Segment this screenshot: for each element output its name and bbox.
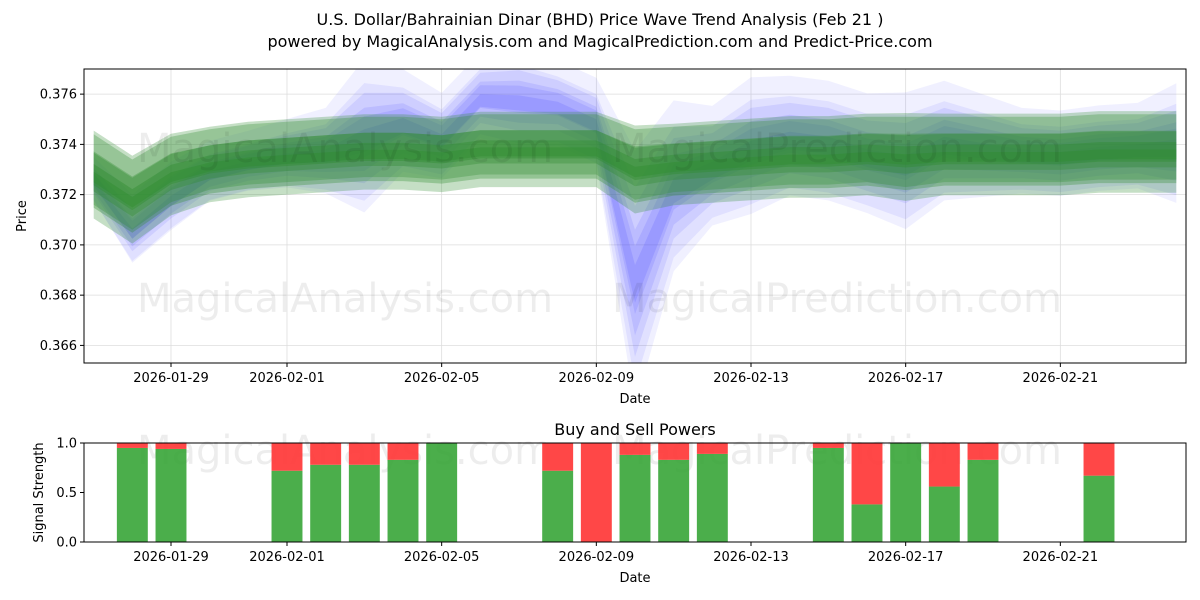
signal-chart: Buy and Sell PowersMagicalAnalysis.comMa…	[32, 420, 1187, 586]
buy-bar	[851, 504, 883, 542]
buy-bar	[387, 459, 419, 542]
sell-bar	[696, 443, 728, 454]
signal-x-tick-label: 2026-02-21	[1023, 550, 1099, 565]
buy-bar	[426, 443, 458, 542]
buy-bar	[967, 459, 999, 542]
watermark: MagicalPrediction.com	[612, 126, 1062, 172]
price-plot-area	[84, 69, 1186, 363]
sell-bar	[387, 443, 419, 460]
blue-wave-band	[93, 70, 1177, 357]
green-wave-band	[93, 111, 1177, 244]
signal-y-tick-label: 0.0	[56, 536, 77, 551]
signal-y-tick-label: 1.0	[56, 437, 77, 452]
price-x-tick-label: 2026-01-29	[133, 371, 209, 386]
signal-x-tick-label: 2026-02-13	[713, 550, 789, 565]
watermark: MagicalAnalysis.com	[137, 126, 553, 172]
price-chart: MagicalAnalysis.com MagicalPrediction.com…	[15, 68, 1187, 407]
green-wave-band	[93, 130, 1177, 233]
sell-bar	[619, 443, 651, 455]
sell-bar	[155, 443, 187, 449]
price-y-tick-label: 0.372	[40, 188, 77, 203]
blue-wave-band	[93, 80, 1177, 336]
sell-bar	[851, 443, 883, 505]
blue-wave-band	[93, 85, 1177, 314]
price-y-tick-label: 0.370	[40, 238, 77, 253]
price-y-tick-label: 0.366	[40, 339, 77, 354]
sell-bar	[928, 443, 960, 487]
signal-x-tick-label: 2026-01-29	[133, 550, 209, 565]
signal-x-tick-label: 2026-02-09	[559, 550, 635, 565]
signal-x-tick-label: 2026-02-01	[249, 550, 325, 565]
buy-bar	[271, 470, 303, 542]
buy-bar	[155, 448, 187, 542]
price-y-tick-label: 0.376	[40, 88, 77, 103]
buy-bar	[310, 464, 342, 542]
blue-wave-band	[93, 69, 1177, 363]
buy-bar	[542, 470, 574, 542]
sell-bar	[580, 443, 612, 542]
price-x-tick-label: 2026-02-09	[559, 371, 635, 386]
price-frame	[83, 68, 1187, 364]
price-x-tick-label: 2026-02-01	[249, 371, 325, 386]
watermark: MagicalAnalysis.com	[137, 276, 553, 322]
sell-bar	[348, 443, 380, 465]
watermark: MagicalAnalysis.com	[137, 428, 553, 474]
price-x-tick-label: 2026-02-13	[713, 371, 789, 386]
buy-bar	[348, 464, 380, 542]
chart-title: U.S. Dollar/Bahrainian Dinar (BHD) Price…	[316, 10, 884, 29]
blue-wave-band	[93, 94, 1177, 303]
sell-bar	[271, 443, 303, 471]
signal-y-axis-label: Signal Strength	[32, 442, 47, 542]
buy-bar	[928, 486, 960, 542]
sell-bar	[310, 443, 342, 465]
chart-subtitle: powered by MagicalAnalysis.com and Magic…	[267, 32, 933, 51]
sell-bar	[116, 443, 148, 448]
green-wave-band	[93, 140, 1177, 211]
signal-x-tick-label: 2026-02-05	[404, 550, 480, 565]
signal-x-tick-label: 2026-02-17	[868, 550, 944, 565]
wave-group	[93, 69, 1177, 363]
buy-bar	[658, 459, 690, 542]
buy-bar	[696, 453, 728, 542]
sell-bar	[812, 443, 844, 448]
price-y-tick-label: 0.374	[40, 138, 77, 153]
buy-bar	[890, 443, 922, 542]
green-wave-band	[93, 147, 1177, 208]
sell-bar	[658, 443, 690, 460]
buy-bar	[1083, 475, 1115, 542]
price-y-axis-label: Price	[15, 200, 30, 232]
green-wave-band	[93, 114, 1177, 230]
buy-bar	[812, 447, 844, 542]
price-x-tick-label: 2026-02-05	[404, 371, 480, 386]
sell-bar	[542, 443, 574, 471]
price-x-tick-label: 2026-02-21	[1023, 371, 1099, 386]
price-y-tick-label: 0.368	[40, 289, 77, 304]
signal-x-axis-label: Date	[619, 571, 650, 586]
sell-bar	[967, 443, 999, 460]
blue-wave-band	[93, 69, 1177, 363]
price-x-tick-label: 2026-02-17	[868, 371, 944, 386]
buy-bar	[116, 447, 148, 542]
signal-y-tick-label: 0.5	[56, 486, 77, 501]
green-wave-band	[93, 130, 1177, 217]
buy-bar	[619, 454, 651, 542]
signal-title: Buy and Sell Powers	[554, 420, 716, 439]
price-x-axis-label: Date	[619, 392, 650, 407]
sell-bar	[1083, 443, 1115, 476]
watermark: MagicalPrediction.com	[612, 276, 1062, 322]
